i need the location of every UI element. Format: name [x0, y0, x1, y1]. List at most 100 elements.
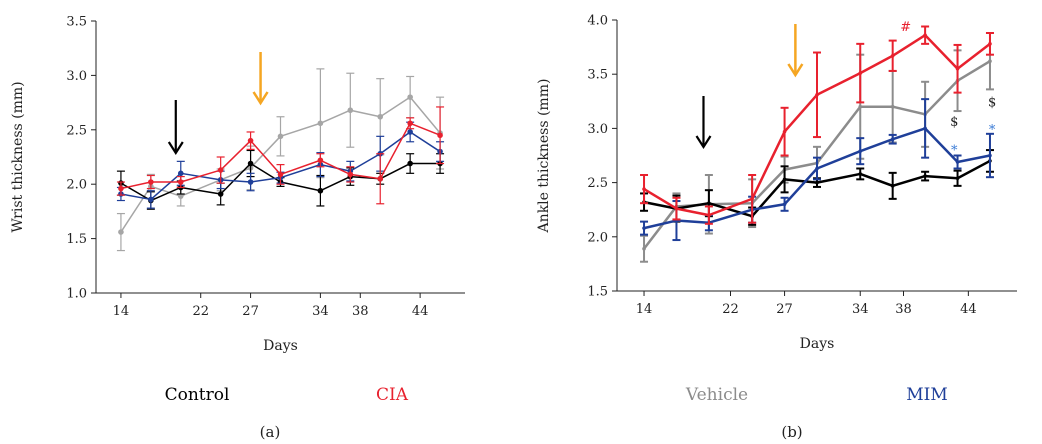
black-arrow-head	[695, 135, 712, 150]
x-tick-label: 38	[352, 304, 369, 319]
cia-point	[347, 171, 354, 178]
legend-control: Control	[165, 385, 230, 405]
significance-mark: #	[900, 20, 911, 35]
orange-arrow-head	[787, 63, 804, 78]
mim-point	[955, 160, 960, 164]
significance-mark: *	[951, 143, 958, 158]
legend-vehicle: Vehicle	[685, 385, 748, 405]
mim-point	[782, 202, 787, 207]
y-tick-label: 1.5	[66, 232, 87, 247]
x-axis-label: Days	[800, 336, 835, 352]
cia-point	[317, 157, 324, 164]
y-tick-label: 3.5	[66, 15, 87, 30]
cia-point	[118, 185, 124, 192]
cia-point	[707, 213, 711, 217]
panel-label-a: (a)	[260, 423, 281, 441]
vehicle-point	[118, 229, 124, 235]
control-point	[923, 174, 927, 178]
y-tick-label: 2.0	[587, 230, 608, 245]
mim-point	[148, 196, 154, 203]
x-tick-label: 27	[776, 302, 793, 317]
cia-point	[277, 171, 284, 178]
control-point	[858, 172, 863, 176]
cia-point	[782, 129, 787, 134]
vehicle-point	[858, 104, 863, 109]
cia-point	[923, 33, 927, 37]
x-tick-label: 27	[242, 304, 259, 319]
vehicle-point	[277, 133, 284, 140]
mim-point	[890, 137, 895, 142]
significance-mark: *	[989, 123, 996, 138]
x-tick-label: 22	[192, 304, 209, 319]
cia-point	[177, 179, 184, 185]
control-point	[407, 160, 413, 167]
x-tick-label: 44	[412, 304, 429, 319]
y-tick-label: 3.5	[587, 68, 608, 83]
legend-cia: CIA	[376, 385, 409, 405]
cia-point	[407, 120, 413, 127]
cia-point	[642, 187, 646, 191]
mim-point	[988, 153, 992, 158]
y-axis-label: Wrist thickness (mm)	[10, 81, 26, 232]
cia-point	[955, 66, 960, 71]
x-tick-label: 14	[113, 304, 130, 319]
x-tick-label: 44	[960, 302, 977, 317]
cia-point	[750, 197, 754, 201]
cia-point	[815, 92, 819, 97]
mim-point	[247, 179, 254, 185]
cia-point	[247, 137, 254, 144]
panel-label-b: (b)	[781, 423, 802, 441]
legend-mim: MIM	[906, 385, 948, 405]
vehicle-point	[642, 246, 646, 251]
y-tick-label: 3.0	[66, 69, 87, 84]
mim-point	[642, 226, 646, 230]
control-point	[247, 160, 254, 167]
vehicle-point	[407, 94, 413, 100]
cia-point	[148, 179, 154, 185]
control-point	[955, 176, 960, 181]
mim-point	[815, 166, 819, 171]
x-tick-label: 34	[852, 302, 869, 317]
x-tick-label: 38	[895, 302, 912, 317]
x-tick-label: 14	[636, 302, 653, 317]
vehicle-point	[988, 59, 992, 63]
vehicle-point	[347, 107, 354, 114]
mim-point	[177, 170, 184, 177]
cia-point	[217, 167, 224, 173]
x-tick-label: 34	[312, 304, 329, 319]
x-axis-label: Days	[263, 338, 298, 354]
vehicle-point	[177, 193, 184, 199]
cia-point	[377, 175, 384, 182]
significance-mark: $	[950, 115, 958, 130]
black-arrow-head	[167, 141, 184, 156]
cia-point	[437, 132, 443, 139]
control-point	[707, 201, 711, 205]
y-tick-label: 1.0	[66, 287, 87, 302]
control-point	[815, 180, 819, 185]
y-tick-label: 2.0	[66, 178, 87, 193]
y-axis-label: Ankle thickness (mm)	[536, 79, 552, 234]
orange-arrow-head	[252, 91, 269, 106]
vehicle-point	[317, 120, 324, 127]
y-tick-label: 2.5	[587, 176, 608, 191]
vehicle-point	[890, 104, 895, 109]
cia-point	[858, 71, 863, 75]
mim-point	[858, 149, 863, 153]
mim-point	[407, 129, 413, 135]
mim-point	[923, 126, 927, 131]
vehicle-point	[377, 113, 384, 120]
y-tick-label: 4.0	[587, 14, 608, 29]
cia-point	[890, 53, 895, 58]
ankle-thickness-chart: 1.5 2.0 2.5 3.0 3.5 4.0 14 22 27 34 38 44 Days Ankle …	[536, 14, 1017, 352]
control-point	[217, 191, 224, 197]
y-tick-label: 1.5	[587, 285, 608, 300]
x-tick-label: 22	[722, 302, 739, 317]
significance-mark: $	[988, 96, 996, 111]
control-point	[890, 184, 895, 188]
control-point	[317, 187, 324, 194]
control-point	[782, 177, 787, 182]
wrist-thickness-chart: 1.0 1.5 2.0 2.5 3.0 3.5 14 22 27 34 38 44 Days Wrist …	[10, 15, 465, 354]
cia-point	[988, 42, 992, 46]
y-tick-label: 3.0	[587, 122, 608, 137]
